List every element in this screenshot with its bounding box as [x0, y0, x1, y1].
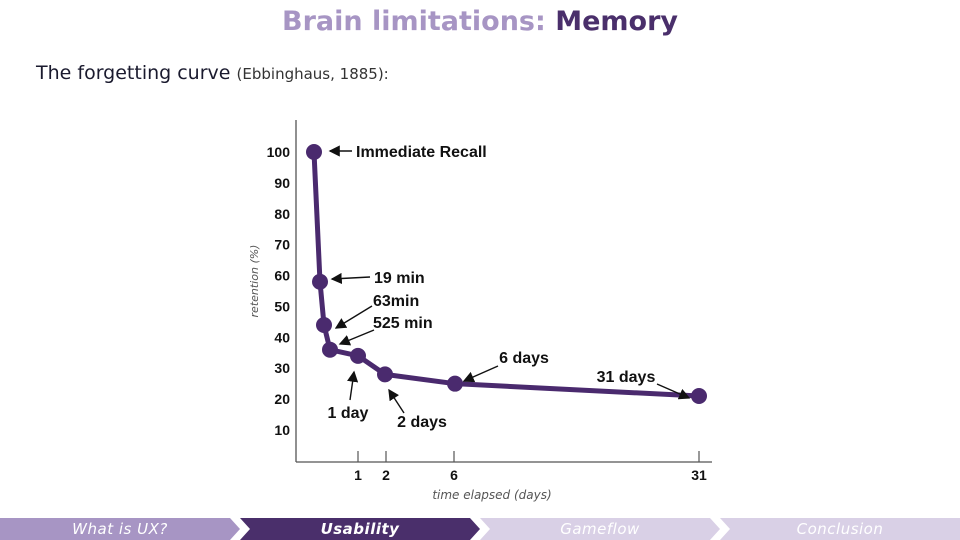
data-point — [306, 144, 322, 160]
slide-title-topic: Brain limitations: — [281, 6, 546, 37]
y-tick-label: 40 — [274, 329, 290, 345]
nav-item-what-is-ux[interactable]: What is UX? — [0, 518, 240, 540]
point-label: 2 days — [397, 414, 447, 431]
slide-title-emphasis: Memory — [555, 6, 678, 37]
annotation-arrow — [334, 305, 373, 329]
y-tick-label: 80 — [274, 206, 290, 222]
annotation-arrow — [462, 365, 499, 383]
nav-item-gameflow[interactable]: Gameflow — [480, 518, 720, 540]
nav-chevron-shape — [0, 518, 240, 540]
point-label: 19 min — [374, 270, 425, 287]
point-label: 1 day — [328, 405, 369, 422]
subtitle-text: The forgetting curve — [36, 62, 231, 84]
y-axis-label: retention (%) — [248, 245, 261, 318]
section-navigation: What is UX? Usability Gameflow Conclusion — [0, 518, 960, 540]
data-point — [350, 347, 366, 364]
nav-chevron-shape — [240, 518, 480, 540]
y-tick-label: 10 — [274, 422, 290, 438]
point-label: 31 days — [597, 369, 656, 386]
nav-item-label: Gameflow — [560, 520, 640, 538]
annotation-arrow — [330, 272, 371, 285]
data-point — [447, 375, 463, 392]
data-point — [312, 273, 328, 290]
nav-item-usability[interactable]: Usability — [240, 518, 480, 540]
annotation-arrow — [338, 329, 375, 346]
data-point — [316, 316, 332, 333]
point-label: 525 min — [373, 315, 433, 332]
x-tick-label: 6 — [450, 467, 458, 483]
y-tick-label: 50 — [274, 298, 290, 314]
nav-chevron-shape — [480, 518, 720, 540]
data-point — [322, 341, 338, 358]
point-label: Immediate Recall — [356, 144, 487, 161]
forgetting-curve-chart: 10 20 30 40 50 60 70 80 90 100 1 2 6 31 time elapsed (… — [248, 120, 712, 502]
x-tick-label: 2 — [382, 467, 390, 483]
y-tick-label: 100 — [267, 144, 291, 160]
point-label: 6 days — [499, 350, 549, 367]
x-tick-label: 31 — [691, 467, 707, 483]
annotation-arrow — [656, 383, 691, 400]
y-tick-label: 90 — [274, 175, 290, 191]
point-label: 63min — [373, 293, 419, 310]
x-axis-label: time elapsed (days) — [432, 488, 551, 502]
nav-item-conclusion[interactable]: Conclusion — [720, 518, 960, 540]
nav-item-label: What is UX? — [72, 520, 168, 538]
annotation-arrow — [347, 370, 359, 401]
y-tick-label: 30 — [274, 360, 290, 376]
x-tick-label: 1 — [354, 467, 362, 483]
nav-item-label: Conclusion — [796, 520, 884, 538]
slide-subtitle: The forgetting curve (Ebbinghaus, 1885): — [36, 62, 389, 84]
nav-item-label: Usability — [320, 520, 400, 538]
y-tick-label: 20 — [274, 391, 290, 407]
data-point — [377, 366, 393, 383]
nav-chevron-shape — [720, 518, 960, 540]
slide-title: Brain limitations: Memory — [0, 4, 960, 40]
subtitle-citation: (Ebbinghaus, 1885): — [236, 65, 389, 83]
y-tick-label: 60 — [274, 268, 290, 284]
y-tick-label: 70 — [274, 237, 290, 253]
data-point — [691, 388, 707, 405]
annotation-arrow — [388, 388, 405, 414]
